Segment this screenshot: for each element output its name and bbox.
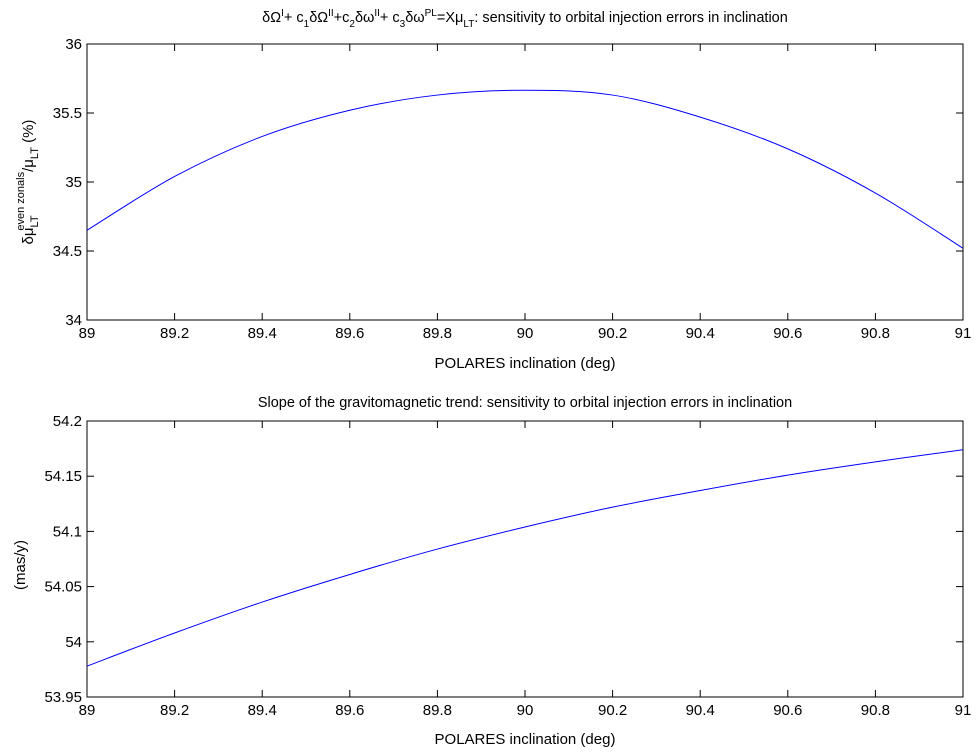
chart-bottom-ytick-label: 54.1 xyxy=(53,523,82,540)
chart-bottom-ticks: 89 89.2 89.4 89.6 89.8 90 90.2 90.4 90.6 90.8 91 53… xyxy=(44,413,971,719)
chart-bottom-ytick-label: 54.2 xyxy=(53,413,82,430)
chart-top-xtick-label: 89 xyxy=(79,325,96,342)
chart-top-title: δΩI+ c1δΩII+c2δωII+ c3δωPL=XμLT: sensiti… xyxy=(262,8,788,30)
chart-top-xtick-label: 90.4 xyxy=(686,325,715,342)
chart-top-ticks: 89 89.2 89.4 89.6 89.8 90 90.2 90.4 90.6 90.8 91 34… xyxy=(53,36,972,342)
chart-bottom-xtick-label: 90 xyxy=(517,702,534,719)
chart-top-xtick-label: 91 xyxy=(955,325,972,342)
chart-bottom-xtick-label: 90.2 xyxy=(598,702,627,719)
chart-top-xtick-label: 89.2 xyxy=(160,325,189,342)
chart-bottom-xtick-label: 89.4 xyxy=(248,702,277,719)
chart-bottom-xtick-label: 91 xyxy=(955,702,972,719)
chart-bottom-xtick-label: 89 xyxy=(79,702,96,719)
chart-top-xlabel: POLARES inclination (deg) xyxy=(435,355,616,372)
chart-bottom-xtick-label: 89.8 xyxy=(423,702,452,719)
chart-bottom-series-line xyxy=(86,449,964,667)
chart-bottom-xtick-label: 90.4 xyxy=(686,702,715,719)
chart-top-series-line xyxy=(86,89,964,249)
chart-top-ytick-label: 34.5 xyxy=(53,243,82,260)
chart-top-xtick-label: 90.8 xyxy=(861,325,890,342)
chart-top-ytick-label: 36 xyxy=(65,36,82,53)
chart-bottom-xtick-label: 89.6 xyxy=(335,702,364,719)
chart-bottom-ytick-label: 54.15 xyxy=(44,468,82,485)
chart-bottom-ylabel: (mas/y) xyxy=(12,540,29,590)
chart-bottom-title: Slope of the gravitomagnetic trend: sens… xyxy=(258,395,792,411)
chart-bottom-xtick-label: 89.2 xyxy=(160,702,189,719)
chart-bottom-ytick-label: 54.05 xyxy=(44,579,82,596)
chart-top-xtick-label: 90.6 xyxy=(773,325,802,342)
chart-top-ylabel: δμLTeven zonals/μLT (%) xyxy=(15,120,41,245)
chart-top-ytick-label: 35 xyxy=(65,174,82,191)
chart-bottom-xlabel: POLARES inclination (deg) xyxy=(435,731,616,748)
chart-top-ytick-label: 34 xyxy=(65,312,82,329)
chart-top-frame xyxy=(86,43,964,321)
chart-bottom-xtick-label: 90.6 xyxy=(773,702,802,719)
chart-bottom-ytick-label: 53.95 xyxy=(44,689,82,706)
chart-bottom-ytick-label: 54 xyxy=(65,634,82,651)
chart-top-ytick-label: 35.5 xyxy=(53,105,82,122)
chart-top: δΩI+ c1δΩII+c2δωII+ c3δωPL=XμLT: sensiti… xyxy=(15,8,971,372)
chart-top-xtick-label: 89.6 xyxy=(335,325,364,342)
chart-bottom: Slope of the gravitomagnetic trend: sens… xyxy=(12,395,971,748)
chart-top-xtick-label: 89.4 xyxy=(248,325,277,342)
chart-top-xtick-label: 89.8 xyxy=(423,325,452,342)
chart-top-xtick-label: 90 xyxy=(517,325,534,342)
chart-bottom-frame xyxy=(86,420,964,698)
chart-bottom-xtick-label: 90.8 xyxy=(861,702,890,719)
chart-top-xtick-label: 90.2 xyxy=(598,325,627,342)
